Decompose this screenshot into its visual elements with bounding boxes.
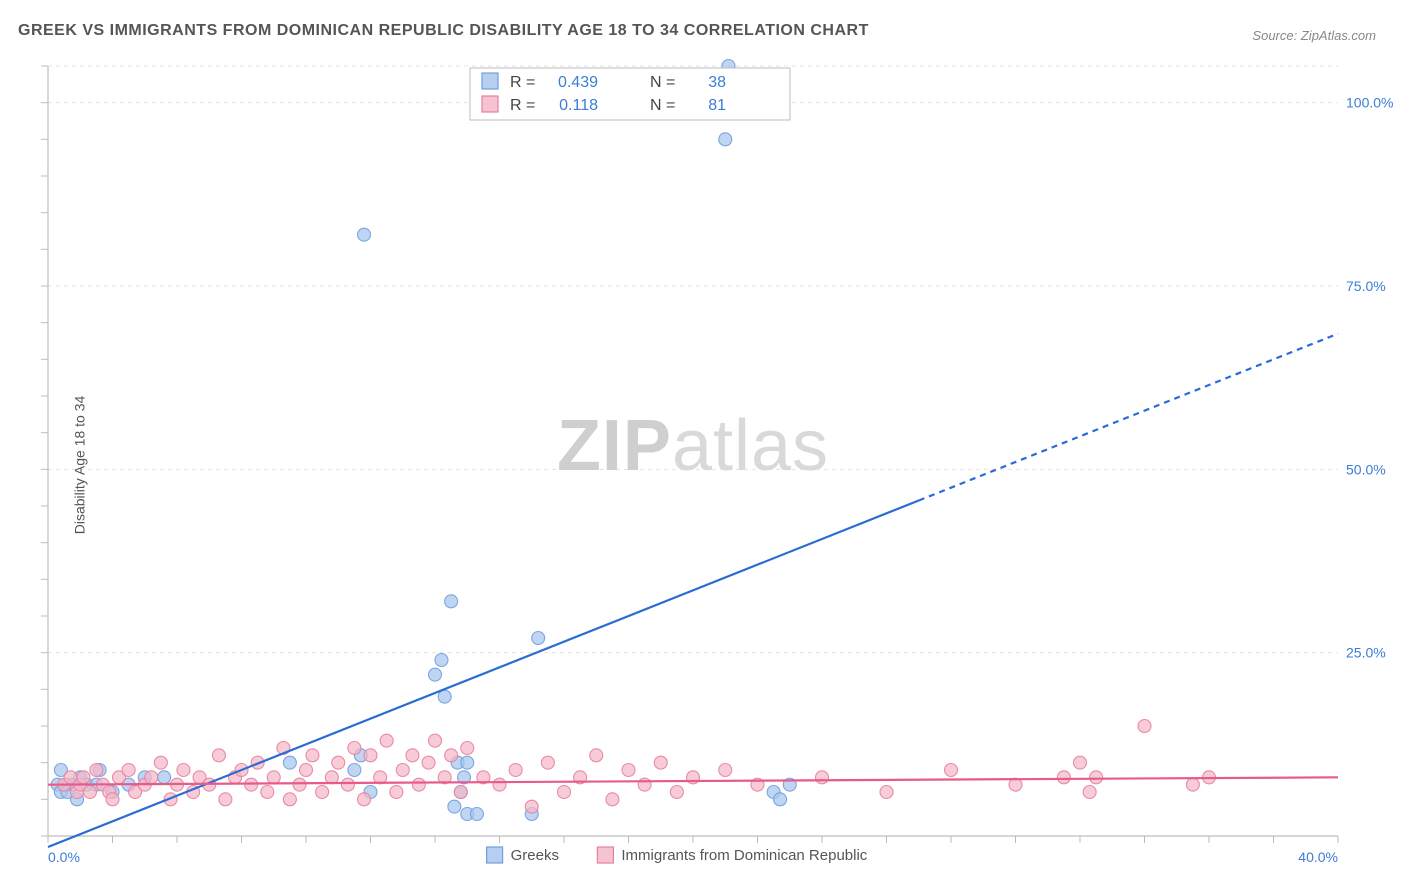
svg-text:N =: N = (650, 97, 675, 114)
svg-text:R =: R = (510, 97, 535, 114)
svg-text:N =: N = (650, 74, 675, 91)
svg-text:R =: R = (510, 74, 535, 91)
svg-text:38: 38 (708, 74, 726, 91)
svg-text:Immigrants from Dominican Repu: Immigrants from Dominican Republic (621, 847, 867, 864)
svg-text:50.0%: 50.0% (1346, 461, 1386, 477)
svg-text:100.0%: 100.0% (1346, 95, 1393, 111)
svg-text:81: 81 (708, 97, 726, 114)
source-value: ZipAtlas.com (1301, 28, 1376, 43)
svg-text:ZIPatlas: ZIPatlas (557, 406, 829, 486)
chart-title: GREEK VS IMMIGRANTS FROM DOMINICAN REPUB… (18, 22, 869, 40)
svg-text:40.0%: 40.0% (1298, 849, 1338, 865)
svg-text:75.0%: 75.0% (1346, 278, 1386, 294)
chart-container: Disability Age 18 to 34 ZIPatlas 0.0% 40.0… (0, 58, 1406, 872)
svg-text:0.0%: 0.0% (48, 849, 80, 865)
scatter-chart: ZIPatlas 0.0% 40.0% 25.0% 50.0% 75.0% 100.0% R … (0, 58, 1406, 872)
svg-text:0.118: 0.118 (559, 97, 598, 114)
svg-text:Greeks: Greeks (511, 847, 559, 864)
svg-text:25.0%: 25.0% (1346, 645, 1386, 661)
source-label: Source: (1252, 28, 1297, 43)
y-axis-label: Disability Age 18 to 34 (71, 396, 87, 535)
svg-text:0.439: 0.439 (558, 74, 598, 91)
source-credit: Source: ZipAtlas.com (1252, 28, 1376, 43)
